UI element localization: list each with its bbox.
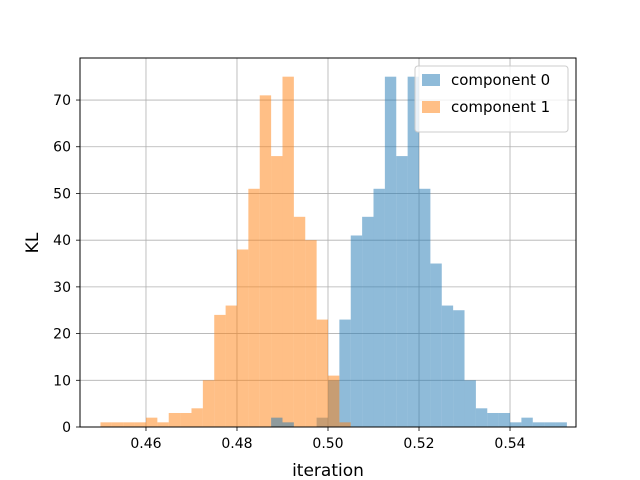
histogram-bar [384, 76, 397, 428]
histogram-bar [248, 188, 260, 427]
x-tick-label: 0.48 [221, 436, 252, 452]
histogram-bar [134, 422, 146, 427]
histogram-bar [191, 408, 203, 427]
bars [100, 76, 567, 428]
y-tick-label: 0 [62, 420, 71, 436]
histogram-bar [464, 380, 476, 427]
histogram-bar [293, 216, 306, 427]
y-tick-label: 70 [53, 93, 71, 109]
histogram-bar [475, 408, 488, 427]
histogram-bar [328, 375, 340, 427]
x-tick-label: 0.46 [130, 436, 161, 452]
histogram-bar [419, 188, 431, 427]
legend-label: component 1 [451, 98, 550, 116]
histogram-bar [510, 422, 522, 427]
legend-swatch [422, 101, 440, 113]
histogram-bar [305, 240, 317, 427]
histogram-bar [453, 310, 465, 427]
histogram-bar [271, 417, 283, 427]
x-axis-label: iteration [292, 461, 364, 480]
y-tick-label: 60 [53, 140, 71, 156]
histogram-bar [555, 422, 567, 427]
legend: component 0 component 1 [414, 65, 569, 133]
histogram-bar [441, 305, 454, 427]
histogram-bar [123, 422, 135, 427]
histogram-bar [180, 412, 192, 427]
histogram-bar [498, 412, 511, 427]
y-tick-label: 40 [53, 233, 71, 249]
legend-label: component 0 [451, 71, 550, 89]
histogram-bar [202, 380, 215, 427]
histogram-bar [373, 188, 385, 427]
histogram-bar [282, 422, 294, 427]
histogram-bar [532, 422, 545, 427]
histogram-bar [350, 235, 363, 427]
x-tick-label: 0.52 [403, 436, 434, 452]
histogram-bar [316, 319, 328, 427]
histogram-bar [259, 95, 272, 427]
y-tick-label: 30 [53, 280, 71, 296]
y-tick-label: 10 [53, 373, 71, 389]
histogram-bar [396, 156, 408, 427]
legend-swatch [422, 74, 440, 86]
y-tick-label: 20 [53, 327, 71, 343]
histogram-bar [282, 76, 294, 428]
histogram-bar [487, 412, 499, 427]
histogram-bar [236, 249, 249, 427]
histogram-bar [100, 422, 112, 427]
histogram-bar [407, 76, 420, 428]
histogram-bar [521, 417, 533, 427]
grid [80, 58, 576, 428]
legend-box [414, 65, 569, 133]
x-tick-label: 0.50 [312, 436, 343, 452]
histogram-bar [339, 422, 351, 427]
histogram-bar [430, 263, 442, 427]
histogram-bar [157, 422, 169, 427]
histogram-bar [544, 422, 556, 427]
histogram-bar [145, 417, 158, 427]
histogram-bar [271, 156, 283, 427]
y-tick-label: 50 [53, 186, 71, 202]
histogram-bar [225, 305, 237, 427]
y-axis-label: KL [23, 232, 43, 253]
histogram-bar [168, 412, 181, 427]
x-tick-label: 0.54 [494, 436, 525, 452]
ticks: 0.46 0.48 0.50 0.52 0.54 0 10 20 30 40 50 60 70 [53, 93, 526, 452]
histogram-bar [339, 319, 351, 427]
histogram-bar [111, 422, 124, 427]
histogram-bar [362, 216, 374, 427]
histogram-bar [214, 314, 226, 427]
